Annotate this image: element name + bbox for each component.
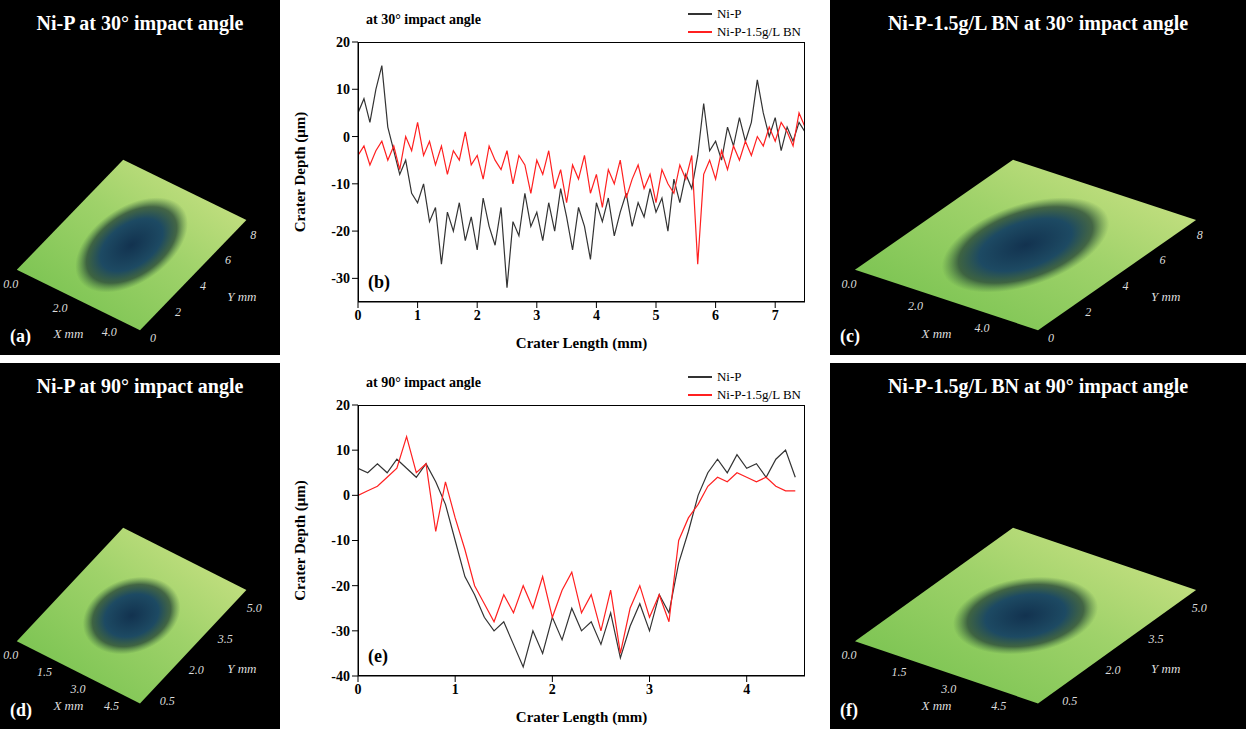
svg-text:6: 6 — [1160, 253, 1166, 267]
svg-text:4.0: 4.0 — [975, 321, 990, 335]
svg-text:7: 7 — [772, 308, 779, 323]
svg-text:Crater Length (mm): Crater Length (mm) — [516, 709, 647, 726]
svg-text:X mm: X mm — [52, 326, 83, 341]
html-text:Ni-P-1.5g/L BN at 30° impact a: Ni-P-1.5g/L BN at 30° impact angle — [887, 12, 1189, 34]
html-text:(c): (c) — [840, 326, 860, 346]
svg-text:2: 2 — [175, 305, 181, 319]
html-text:(d): (d) — [10, 700, 32, 720]
svg-text:Crater Depth (μm): Crater Depth (μm) — [292, 480, 309, 601]
svg-text:3.0: 3.0 — [940, 682, 956, 696]
svg-text:Y mm: Y mm — [1151, 661, 1180, 676]
html-text:at 90° impact angle: at 90° impact angle — [366, 375, 481, 390]
html-text:Ni-P at 90° impact angle: Ni-P at 90° impact angle — [36, 375, 244, 397]
html-text:Ni-P-1.5g/L BN: Ni-P-1.5g/L BN — [717, 24, 801, 39]
svg-text:2.0: 2.0 — [908, 299, 923, 313]
svg-text:-20: -20 — [331, 579, 350, 594]
svg-text:5.0: 5.0 — [1192, 601, 1207, 615]
html-text:Ni-P at 30° impact angle: Ni-P at 30° impact angle — [36, 12, 244, 34]
svg-text:2: 2 — [474, 308, 481, 323]
svg-text:2: 2 — [1085, 305, 1091, 319]
html-text:at 30° impact angle: at 30° impact angle — [366, 12, 481, 27]
svg-text:3: 3 — [646, 682, 653, 697]
svg-text:3.5: 3.5 — [1148, 632, 1164, 646]
svg-text:0.0: 0.0 — [3, 648, 18, 662]
svg-text:8: 8 — [250, 228, 256, 242]
svg-text:10: 10 — [336, 443, 350, 458]
svg-text:0.0: 0.0 — [841, 277, 856, 291]
svg-text:0: 0 — [343, 130, 350, 145]
svg-text:2.0: 2.0 — [189, 663, 204, 677]
html-text:(e): (e) — [368, 646, 388, 666]
svg-text:X mm: X mm — [920, 326, 951, 341]
svg-text:4.5: 4.5 — [991, 699, 1006, 713]
svg-text:0.5: 0.5 — [1062, 694, 1077, 708]
svg-text:4: 4 — [743, 682, 750, 697]
svg-text:5: 5 — [653, 308, 660, 323]
svg-text:1: 1 — [414, 308, 421, 323]
svg-text:6: 6 — [225, 253, 231, 267]
html-text:Ni-P-1.5g/L BN at 90° impact a: Ni-P-1.5g/L BN at 90° impact angle — [887, 375, 1189, 397]
svg-text:5.0: 5.0 — [247, 601, 262, 615]
svg-text:0: 0 — [355, 682, 362, 697]
svg-text:-40: -40 — [331, 669, 350, 684]
html-text:(f): (f) — [840, 700, 858, 720]
svg-text:2.0: 2.0 — [53, 301, 68, 315]
svg-text:Crater Depth (μm): Crater Depth (μm) — [292, 112, 309, 233]
svg-text:Y mm: Y mm — [227, 661, 256, 676]
svg-text:Y mm: Y mm — [227, 289, 256, 304]
svg-text:-10: -10 — [331, 177, 350, 192]
svg-text:-30: -30 — [331, 624, 350, 639]
svg-text:0.5: 0.5 — [160, 694, 175, 708]
svg-text:0: 0 — [343, 488, 350, 503]
svg-text:0: 0 — [355, 308, 362, 323]
svg-text:-10: -10 — [331, 533, 350, 548]
svg-text:3.5: 3.5 — [217, 632, 233, 646]
html-text:(b): (b) — [368, 272, 390, 292]
svg-text:0.0: 0.0 — [3, 277, 18, 291]
svg-text:-20: -20 — [331, 224, 350, 239]
svg-text:6: 6 — [712, 308, 719, 323]
html-text:Ni-P-1.5g/L BN: Ni-P-1.5g/L BN — [717, 387, 801, 402]
svg-text:-30: -30 — [331, 271, 350, 286]
svg-text:20: 20 — [336, 35, 350, 50]
svg-text:0.0: 0.0 — [841, 648, 856, 662]
svg-text:0: 0 — [1048, 331, 1054, 345]
svg-text:10: 10 — [336, 82, 350, 97]
svg-text:4: 4 — [593, 308, 600, 323]
svg-text:1: 1 — [452, 682, 459, 697]
svg-text:2.0: 2.0 — [1105, 663, 1120, 677]
svg-text:X mm: X mm — [52, 698, 83, 713]
svg-text:4.0: 4.0 — [102, 325, 117, 339]
html-text:Ni-P: Ni-P — [717, 369, 742, 384]
svg-text:4: 4 — [200, 279, 206, 293]
svg-text:3: 3 — [533, 308, 540, 323]
svg-text:4.5: 4.5 — [104, 699, 119, 713]
svg-text:X mm: X mm — [920, 698, 951, 713]
svg-text:2: 2 — [549, 682, 556, 697]
svg-text:3.0: 3.0 — [70, 682, 86, 696]
svg-text:1.5: 1.5 — [891, 665, 906, 679]
svg-text:Y mm: Y mm — [1151, 289, 1180, 304]
svg-text:20: 20 — [336, 398, 350, 413]
svg-text:1.5: 1.5 — [37, 665, 52, 679]
svg-text:Crater Length (mm): Crater Length (mm) — [516, 335, 647, 352]
svg-text:0: 0 — [150, 331, 156, 345]
svg-text:8: 8 — [1197, 228, 1203, 242]
html-text:Ni-P: Ni-P — [717, 6, 742, 21]
svg-text:4: 4 — [1122, 279, 1128, 293]
html-text:(a): (a) — [10, 326, 31, 346]
